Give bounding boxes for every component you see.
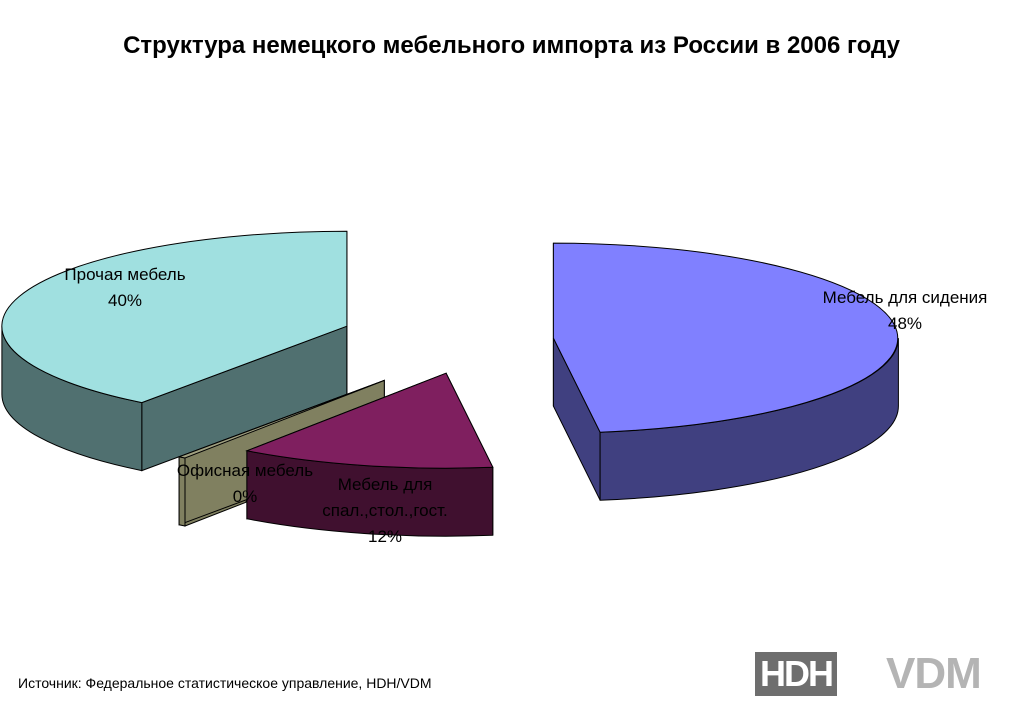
slice-3-top: [1, 230, 348, 404]
slice-label-bedroom-value: 12%: [367, 527, 403, 546]
slice-label-office: Офисная мебель 0%: [165, 458, 325, 510]
hdh-logo: HDH: [755, 652, 837, 696]
slice-label-other: Прочая мебель 40%: [45, 262, 205, 314]
slice-label-seating-value: 48%: [887, 314, 923, 333]
slice-0-top: [552, 242, 899, 433]
slice-label-bedroom-name-2: спал.,стол.,гост.: [322, 501, 448, 520]
slice-label-other-name: Прочая мебель: [64, 265, 186, 284]
slice-1-top: [245, 372, 494, 469]
slice-label-office-name: Офисная мебель: [176, 461, 314, 480]
pie-slice-1: [245, 372, 494, 537]
source-note: Источник: Федеральное статистическое упр…: [18, 675, 432, 691]
vdm-logo: VDM: [886, 649, 982, 698]
pie-slice-0: [552, 242, 899, 501]
slice-label-other-value: 40%: [107, 291, 143, 310]
slice-2-top: [177, 379, 385, 459]
pie-slice-3: [1, 230, 348, 472]
slice-label-seating-name: Мебель для сидения: [822, 288, 988, 307]
chart-title: Структура немецкого мебельного импорта и…: [123, 32, 900, 59]
slice-label-seating: Мебель для сидения 48%: [800, 285, 1010, 337]
slice-label-office-value: 0%: [232, 487, 258, 506]
slice-label-bedroom: Мебель для спал.,стол.,гост. 12%: [300, 472, 470, 550]
slice-label-bedroom-name-1: Мебель для: [337, 475, 433, 494]
